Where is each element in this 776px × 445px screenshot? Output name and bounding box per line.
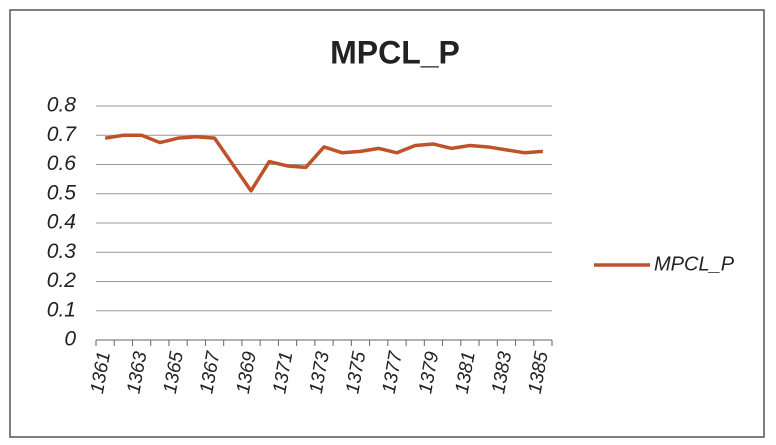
line [104,133,544,193]
y-tick-label: 0.8 [47,94,77,117]
y-tick-label: 0.2 [47,269,77,292]
y-tick-label: 0.1 [47,298,76,321]
y-tick-label: 0.5 [47,181,77,204]
y-tick-label: 0.6 [47,152,77,175]
y-tick-label: 0 [64,328,76,351]
y-tick-label: 0.4 [47,211,76,234]
chart-title: MPCL_P [330,34,460,70]
y-tick-label: 0.3 [47,240,77,263]
y-tick-label: 0.7 [47,123,78,146]
legend-label: MPCL_P [654,253,735,275]
